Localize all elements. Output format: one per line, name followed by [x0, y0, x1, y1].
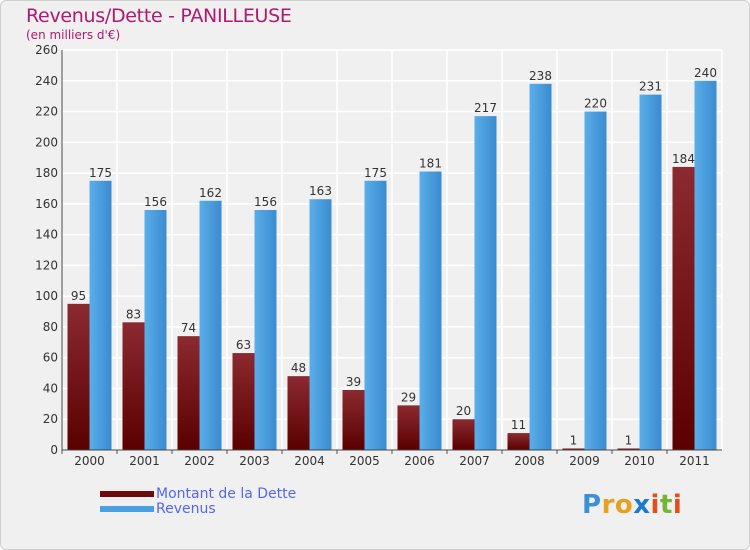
y-tick-label: 100 — [35, 289, 58, 303]
y-tick-label: 120 — [35, 258, 58, 272]
y-tick-label: 240 — [35, 74, 58, 88]
bar-revenus — [474, 116, 497, 451]
data-label-debt: 63 — [236, 338, 251, 352]
legend-label-debt: Montant de la Dette — [156, 485, 297, 502]
x-tick-label: 2001 — [129, 454, 160, 468]
y-tick-label: 40 — [43, 381, 58, 395]
bar-debt — [122, 322, 145, 450]
data-label-revenus: 156 — [144, 195, 167, 209]
data-label-revenus: 163 — [309, 184, 332, 198]
data-label-debt: 48 — [291, 361, 306, 375]
y-tick-label: 220 — [35, 105, 58, 119]
chart-title: Revenus/Dette - PANILLEUSE — [26, 5, 292, 27]
y-tick-label: 180 — [35, 166, 58, 180]
legend-item-revenus: Revenus — [100, 500, 296, 517]
data-label-revenus: 175 — [364, 166, 387, 180]
bar-debt — [672, 166, 695, 450]
data-label-debt: 20 — [456, 404, 471, 418]
legend-swatch-debt — [100, 490, 154, 497]
bar-revenus — [584, 111, 607, 451]
x-tick-label: 2009 — [569, 454, 600, 468]
bar-debt — [177, 336, 200, 450]
y-tick-label: 60 — [43, 351, 58, 365]
legend-item-debt: Montant de la Dette — [100, 485, 297, 502]
data-label-debt: 83 — [126, 307, 141, 321]
logo-letter: t — [659, 490, 673, 520]
x-tick-label: 2007 — [459, 454, 490, 468]
logo-letter: i — [650, 490, 660, 520]
gridlines — [61, 49, 723, 451]
data-label-revenus: 156 — [254, 195, 277, 209]
bar-revenus — [364, 180, 387, 450]
chart-subtitle: (en milliers d'€) — [26, 28, 121, 42]
bar-revenus — [639, 94, 662, 450]
data-label-revenus: 231 — [639, 80, 662, 94]
x-tick-label: 2003 — [239, 454, 270, 468]
x-tick-label: 2000 — [74, 454, 105, 468]
x-tick-label: 2008 — [514, 454, 545, 468]
data-label-revenus: 162 — [199, 186, 222, 200]
data-label-debt: 29 — [401, 390, 416, 404]
bar-debt — [232, 353, 255, 450]
logo-letter: P — [582, 490, 602, 520]
x-tick-label: 2006 — [404, 454, 435, 468]
y-tick-label: 140 — [35, 228, 58, 242]
x-tick-label: 2004 — [294, 454, 325, 468]
logo-letter: o — [614, 490, 634, 520]
proxiti-logo: Proxiti — [582, 490, 682, 520]
y-tick-label: 200 — [35, 135, 58, 149]
axes: 0204060801001201401601802002202402602000… — [35, 43, 722, 468]
bar-debt — [397, 405, 420, 450]
logo-letter: x — [633, 490, 651, 520]
data-label-debt: 95 — [71, 289, 86, 303]
bar-revenus — [199, 200, 222, 450]
data-label-debt: 39 — [346, 375, 361, 389]
y-tick-label: 20 — [43, 412, 58, 426]
y-tick-label: 260 — [35, 43, 58, 57]
bar-revenus — [309, 199, 332, 450]
bar-revenus — [694, 80, 717, 451]
bar-revenus — [144, 210, 167, 450]
x-tick-label: 2005 — [349, 454, 380, 468]
logo-letter: i — [672, 490, 683, 520]
bar-debt — [342, 390, 365, 450]
data-label-revenus: 175 — [89, 166, 112, 180]
data-label-revenus: 220 — [584, 97, 607, 111]
x-tick-label: 2002 — [184, 454, 215, 468]
bar-debt — [507, 433, 530, 450]
bar-revenus — [419, 171, 442, 451]
legend-swatch-revenus — [100, 505, 154, 512]
logo-letter: r — [601, 490, 615, 520]
y-tick-label: 160 — [35, 197, 58, 211]
bar-revenus — [529, 83, 552, 450]
x-tick-label: 2010 — [624, 454, 655, 468]
x-tick-label: 2011 — [679, 454, 710, 468]
bar-debt — [67, 303, 90, 450]
data-label-revenus: 240 — [694, 66, 717, 80]
data-label-debt: 1 — [625, 433, 633, 447]
y-tick-label: 0 — [50, 443, 58, 457]
data-label-debt: 184 — [672, 152, 695, 166]
data-label-revenus: 217 — [474, 101, 497, 115]
bars: 95 175 83 156 74 162 63 156 48 163 39 175 29 181 20 217… — [67, 66, 717, 451]
bar-debt — [452, 419, 475, 450]
bar-debt — [617, 448, 640, 450]
bar-revenus — [89, 180, 112, 450]
y-tick-label: 80 — [43, 320, 58, 334]
bar-debt — [287, 376, 310, 450]
bar-debt — [562, 448, 585, 450]
legend-label-revenus: Revenus — [156, 500, 216, 517]
bar-revenus — [254, 210, 277, 450]
legend: Montant de la Dette Revenus — [100, 485, 297, 517]
data-label-debt: 11 — [511, 418, 526, 432]
data-label-debt: 74 — [181, 321, 196, 335]
data-label-debt: 1 — [570, 433, 578, 447]
data-label-revenus: 238 — [529, 69, 552, 83]
data-label-revenus: 181 — [419, 157, 442, 171]
